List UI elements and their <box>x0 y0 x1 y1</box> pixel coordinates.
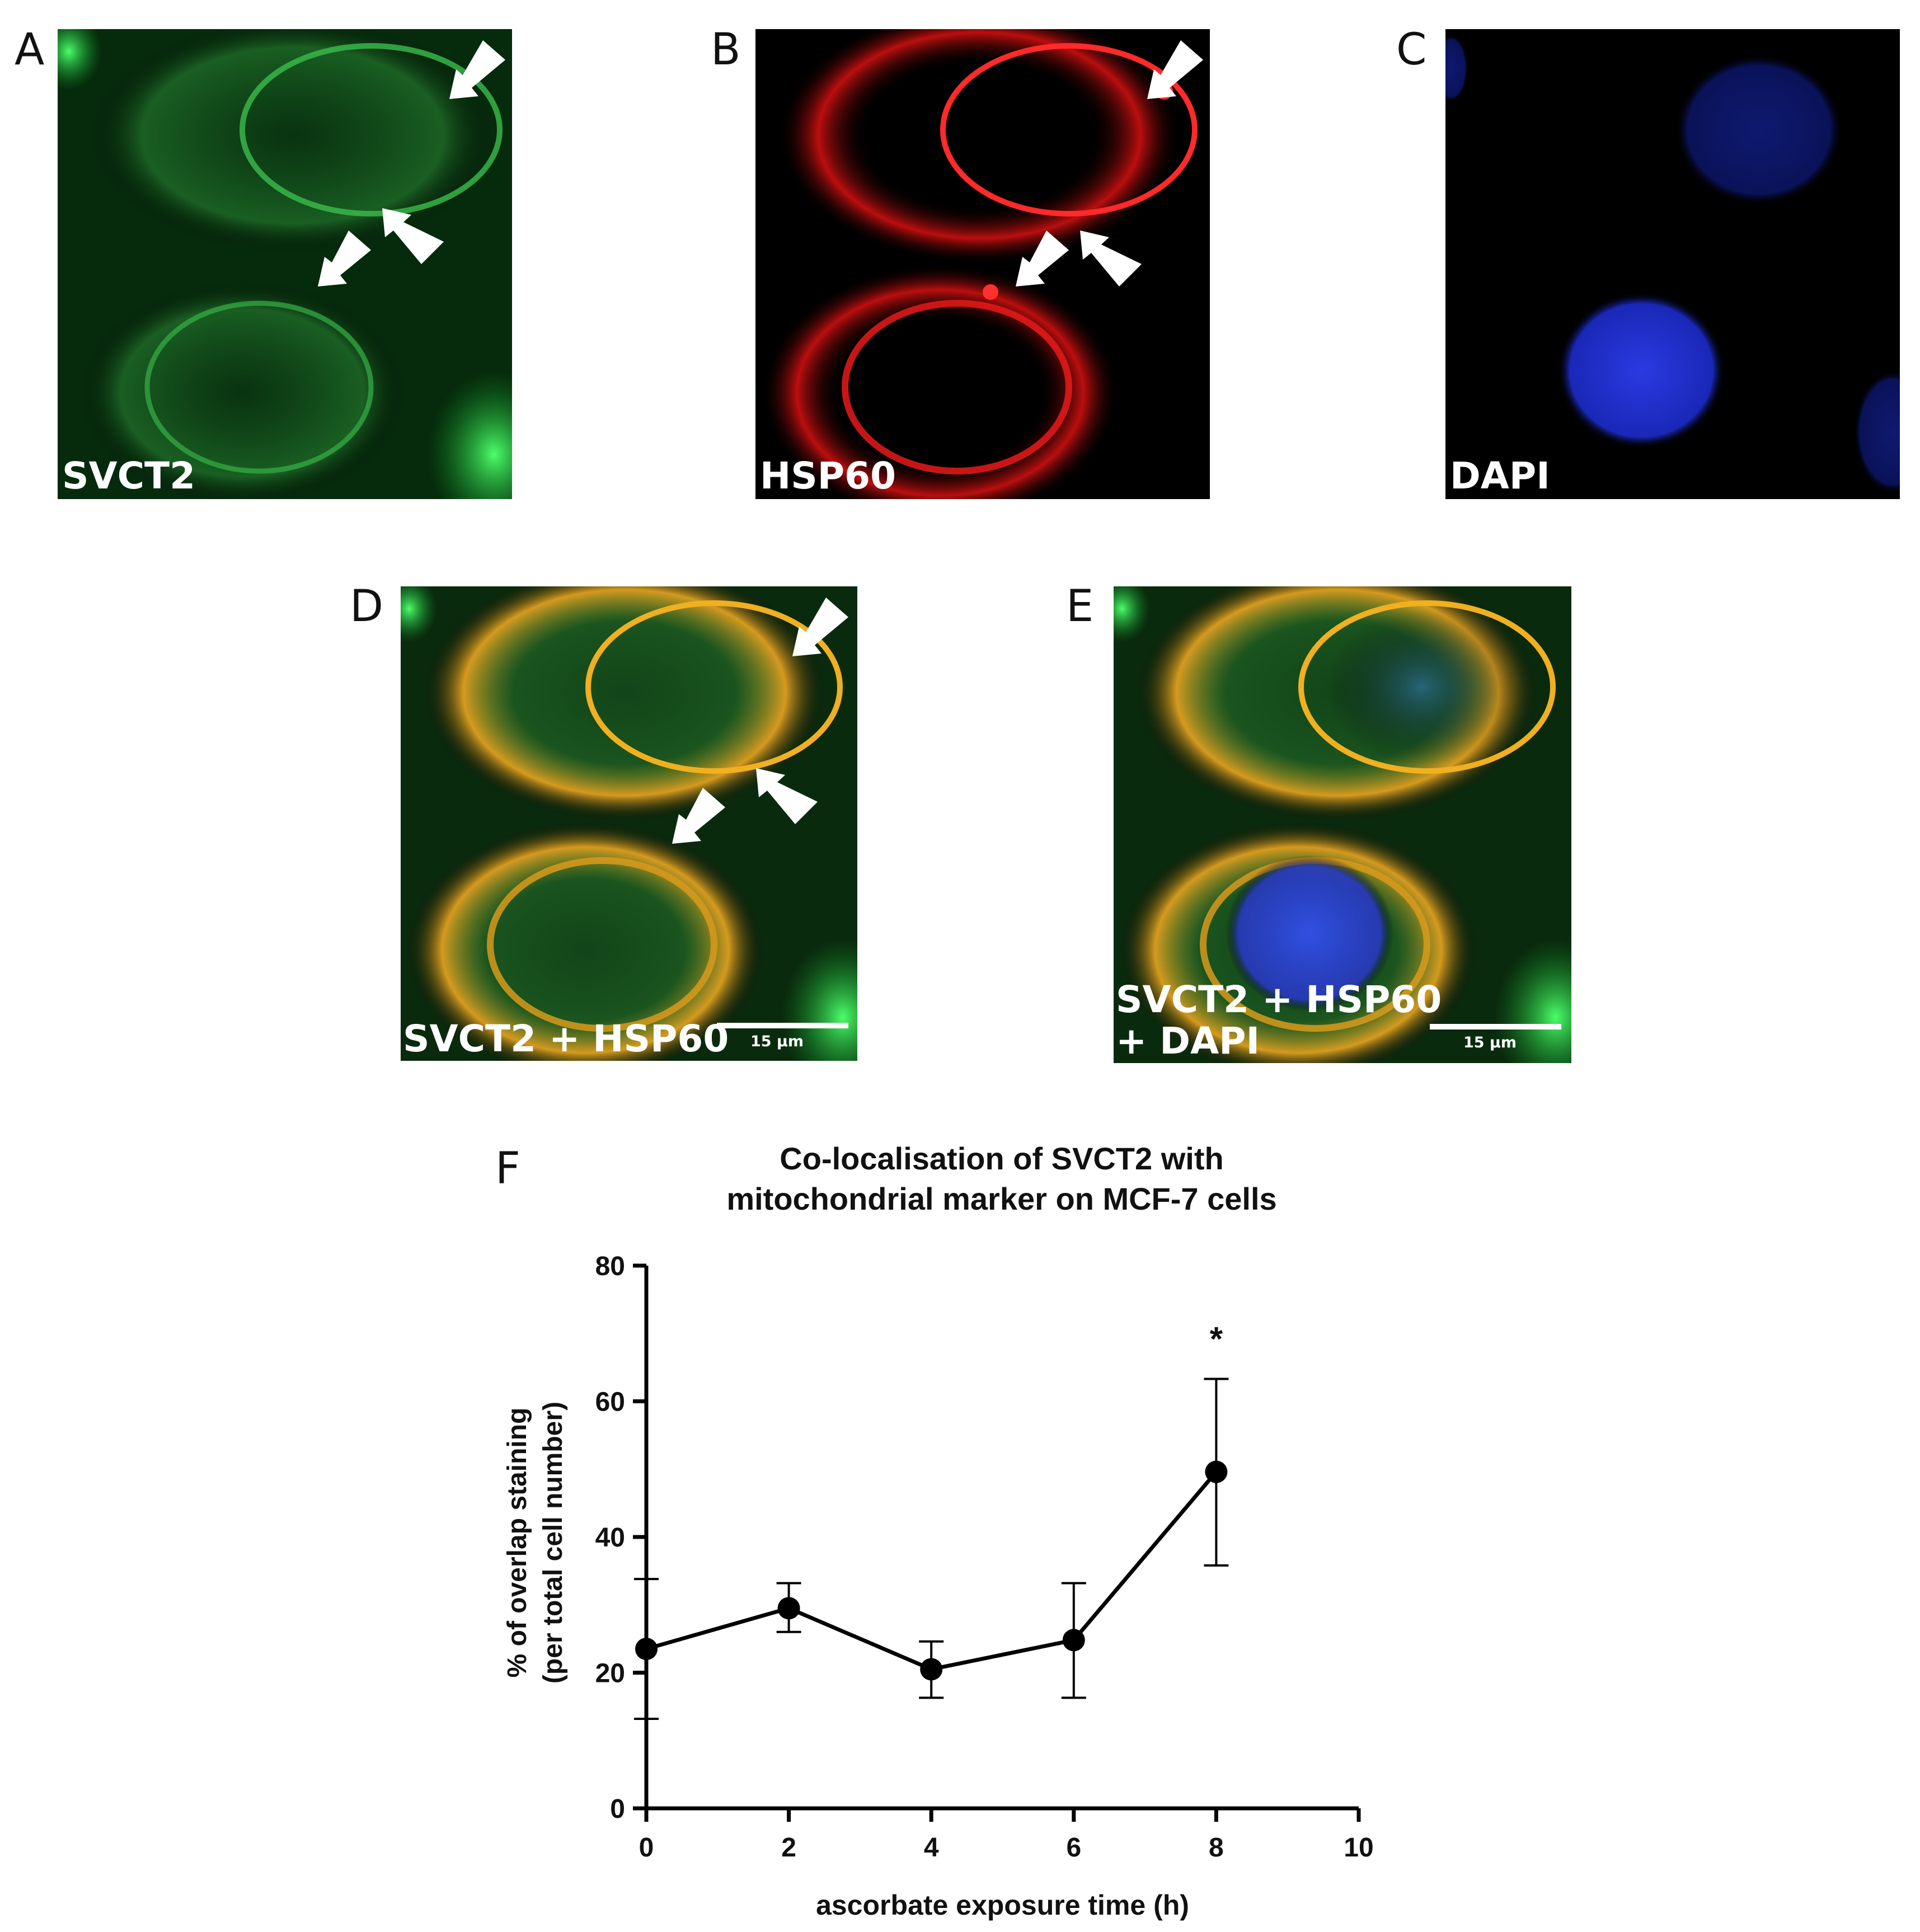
data-point <box>777 1597 800 1620</box>
y-tick-label: 20 <box>595 1659 625 1689</box>
micrograph-full-merge: 15 µm SVCT2 + HSP60 + DAPI <box>1114 586 1571 1063</box>
y-tick-label: 40 <box>595 1523 625 1553</box>
significance-marker: * <box>1210 1320 1223 1357</box>
scale-bar-label: 15 µm <box>750 1033 804 1050</box>
panel-letter-a: A <box>15 25 45 75</box>
micrograph-label-line2: + DAPI <box>1116 1019 1260 1063</box>
data-point <box>635 1638 658 1661</box>
micrograph-svct2: SVCT2 <box>58 29 512 499</box>
panel-letter-f: F <box>495 1144 520 1194</box>
series-line <box>646 1470 1218 1671</box>
chart-title-line: Co-localisation of SVCT2 with <box>780 1141 1223 1176</box>
data-point <box>920 1658 943 1681</box>
x-tick-label: 6 <box>1066 1833 1081 1863</box>
x-tick-label: 2 <box>781 1833 796 1863</box>
micrograph-dapi: DAPI <box>1445 29 1900 499</box>
x-tick-label: 10 <box>1344 1833 1373 1863</box>
data-point <box>1062 1629 1085 1652</box>
panel-letter-c: C <box>1396 25 1427 75</box>
x-axis-label: ascorbate exposure time (h) <box>816 1889 1189 1921</box>
y-tick-label: 0 <box>610 1794 625 1824</box>
data-point <box>1205 1460 1228 1483</box>
x-tick-label: 8 <box>1209 1833 1224 1863</box>
micrograph-hsp60: HSP60 <box>755 29 1210 499</box>
chart-title-line: mitochondrial marker on MCF-7 cells <box>726 1181 1276 1216</box>
y-tick-label: 60 <box>595 1388 625 1417</box>
x-tick-label: 0 <box>639 1833 654 1863</box>
panel-letter-b: B <box>711 25 741 75</box>
micrograph-label: DAPI <box>1450 454 1550 498</box>
y-tick-label: 80 <box>595 1252 625 1281</box>
y-axis-label-line: (per total cell number) <box>538 1402 568 1684</box>
micrograph-label: SVCT2 <box>62 454 195 498</box>
micrograph-label: SVCT2 + HSP60 <box>403 1017 729 1061</box>
micrograph-label: SVCT2 + HSP60 + DAPI <box>1116 979 1442 1062</box>
micrograph-label-line1: SVCT2 + HSP60 <box>1116 978 1442 1022</box>
panel-letter-d: D <box>350 581 384 632</box>
panel-letter-e: E <box>1066 581 1094 632</box>
x-tick-label: 4 <box>924 1833 939 1863</box>
micrograph-svct2-hsp60-merge: 15 µm SVCT2 + HSP60 <box>401 586 857 1061</box>
scale-bar-label: 15 µm <box>1463 1034 1517 1051</box>
micrograph-label: HSP60 <box>760 454 896 498</box>
y-axis-label-line: % of overlap staining <box>503 1408 532 1678</box>
